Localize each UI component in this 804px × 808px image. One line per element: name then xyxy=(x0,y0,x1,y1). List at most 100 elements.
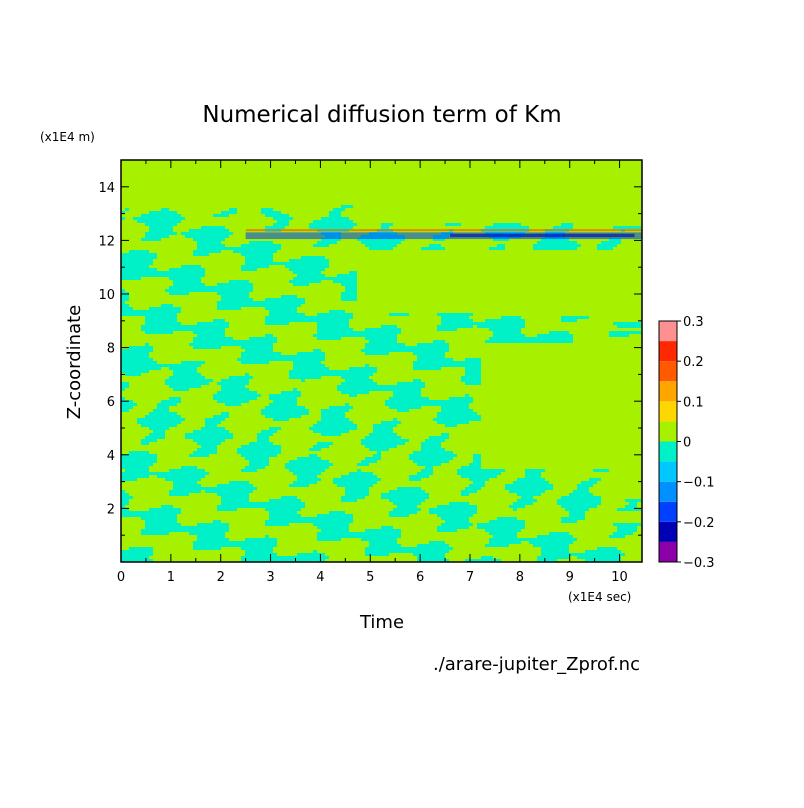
field-cell xyxy=(349,394,357,397)
field-cell xyxy=(245,262,329,265)
field-cell xyxy=(241,253,273,256)
field-cell xyxy=(121,370,149,373)
field-cell xyxy=(145,232,177,235)
field-cell xyxy=(121,514,177,517)
field-cell xyxy=(141,529,229,532)
field-cell xyxy=(573,490,589,493)
field-cell xyxy=(121,406,133,409)
field-cell xyxy=(421,442,441,445)
field-cell xyxy=(509,490,545,493)
field-cell xyxy=(561,223,573,226)
field-cell xyxy=(161,505,173,508)
field-cell xyxy=(241,352,281,355)
field-cell xyxy=(297,475,317,478)
field-cell xyxy=(121,289,125,292)
field-cell xyxy=(121,454,157,457)
field-cell xyxy=(221,499,249,502)
field-cell xyxy=(541,553,625,556)
field-cell xyxy=(241,556,329,559)
field-cell xyxy=(345,289,357,292)
field-cell xyxy=(557,502,601,505)
field-cell xyxy=(485,340,573,343)
field-cell xyxy=(365,529,401,532)
field-cell xyxy=(409,475,429,478)
field-cell xyxy=(193,346,221,349)
field-cell xyxy=(281,496,297,499)
field-cell xyxy=(213,214,229,217)
field-cell xyxy=(149,433,165,436)
field-cell xyxy=(237,448,281,451)
field-cell xyxy=(501,316,521,319)
field-cell xyxy=(293,367,329,370)
field-cell xyxy=(161,208,169,211)
field-cell xyxy=(369,541,397,544)
field-cell xyxy=(577,487,589,490)
field-cell xyxy=(217,493,249,496)
field-cell xyxy=(121,508,129,511)
field-cell xyxy=(449,397,473,400)
field-cell xyxy=(469,484,485,487)
field-cell xyxy=(377,451,381,454)
field-cell xyxy=(145,526,229,529)
field-cell xyxy=(337,484,373,487)
x-tick-label: 8 xyxy=(516,570,524,585)
field-cell xyxy=(261,208,273,211)
x-tick-label: 10 xyxy=(611,570,628,585)
field-cell xyxy=(473,454,481,457)
field-cell xyxy=(509,505,525,508)
field-cell xyxy=(121,256,157,259)
x-unit-label: (x1E4 sec) xyxy=(568,590,631,604)
field-cell xyxy=(553,226,573,229)
field-cell xyxy=(493,334,525,337)
field-cell xyxy=(385,400,473,403)
colorbar-segment xyxy=(659,401,677,422)
field-cell xyxy=(297,457,321,460)
field-cell xyxy=(437,421,469,424)
field-cell xyxy=(217,304,301,307)
field-cell xyxy=(445,520,469,523)
field-cell xyxy=(341,298,357,301)
field-cell xyxy=(145,223,177,226)
field-cell xyxy=(345,490,369,493)
field-cell xyxy=(313,349,321,352)
field-cell xyxy=(189,229,229,232)
y-axis: 2 4 6 8 10 12 14 xyxy=(98,181,642,536)
field-cell xyxy=(429,508,477,511)
field-cell xyxy=(341,292,357,295)
field-cell xyxy=(437,313,473,316)
field-cell xyxy=(289,268,325,271)
field-cell xyxy=(429,511,477,514)
field-cell xyxy=(273,217,293,220)
x-tick-label: 1 xyxy=(167,570,175,585)
field-cell xyxy=(369,433,397,436)
field-cell xyxy=(321,409,349,412)
field-cell xyxy=(341,376,369,379)
y-unit-label: (x1E4 m) xyxy=(40,130,95,144)
field-cell xyxy=(313,430,349,433)
field-cell xyxy=(321,238,341,241)
field-cell xyxy=(321,433,341,436)
field-cell xyxy=(153,409,169,412)
field-cell xyxy=(329,214,341,217)
field-cell xyxy=(517,478,545,481)
field-cell xyxy=(397,409,409,412)
field-cell xyxy=(121,355,149,358)
field-cell xyxy=(157,475,205,478)
field-cell xyxy=(413,379,421,382)
field-cell xyxy=(537,556,569,559)
field-cell xyxy=(165,289,253,292)
field-cell xyxy=(121,502,129,505)
field-cell xyxy=(461,466,481,469)
field-cell xyxy=(433,340,445,343)
field-cell xyxy=(337,274,357,277)
field-cell xyxy=(229,280,249,283)
field-cell xyxy=(433,418,481,421)
field-cell xyxy=(437,505,477,508)
field-cell xyxy=(205,424,217,427)
field-cell xyxy=(213,397,257,400)
field-cell xyxy=(237,358,325,361)
field-cell xyxy=(265,520,353,523)
field-cell xyxy=(169,490,201,493)
field-cell xyxy=(373,424,397,427)
field-cell xyxy=(145,331,173,334)
